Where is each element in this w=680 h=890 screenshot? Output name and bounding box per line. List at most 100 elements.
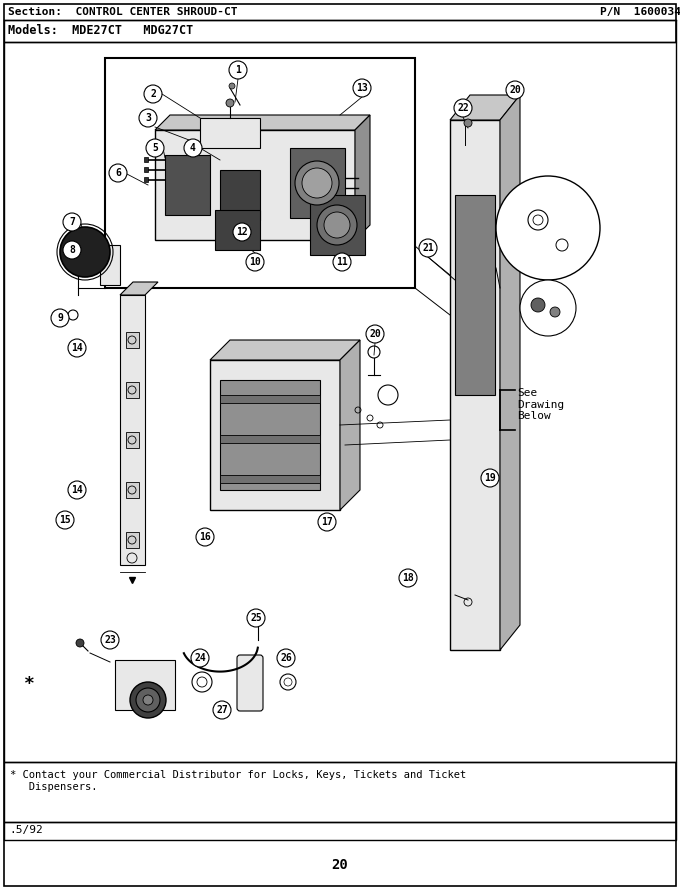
Circle shape (233, 223, 251, 241)
Bar (165, 155, 210, 215)
Bar (220, 395, 320, 403)
Circle shape (295, 161, 339, 205)
Text: 13: 13 (356, 83, 368, 93)
Text: 17: 17 (321, 517, 333, 527)
Text: 2: 2 (150, 89, 156, 99)
Circle shape (146, 139, 164, 157)
Circle shape (464, 119, 472, 127)
Text: 21: 21 (422, 243, 434, 253)
Circle shape (196, 528, 214, 546)
Polygon shape (450, 95, 520, 120)
Bar (115, 660, 175, 710)
Text: 14: 14 (71, 343, 83, 353)
Text: 5: 5 (152, 143, 158, 153)
Bar (4, 822, 676, 840)
Text: Models:  MDE27CT   MDG27CT: Models: MDE27CT MDG27CT (8, 25, 193, 37)
Circle shape (56, 511, 74, 529)
Circle shape (496, 176, 600, 280)
Bar (4, 42, 676, 762)
Bar (4, 20, 676, 42)
Circle shape (130, 682, 166, 718)
Circle shape (419, 239, 437, 257)
Text: 23: 23 (104, 635, 116, 645)
Circle shape (353, 79, 371, 97)
Bar (126, 382, 139, 398)
Text: 8: 8 (69, 245, 75, 255)
Circle shape (318, 513, 336, 531)
Text: 20: 20 (509, 85, 521, 95)
Bar (200, 118, 260, 148)
Circle shape (302, 168, 332, 198)
Text: .5/92: .5/92 (9, 825, 43, 835)
Circle shape (531, 298, 545, 312)
Text: 1: 1 (235, 65, 241, 75)
Polygon shape (155, 115, 370, 130)
Bar (215, 210, 260, 250)
Circle shape (144, 85, 162, 103)
Polygon shape (120, 282, 158, 295)
Text: 20: 20 (369, 329, 381, 339)
Text: P/N  16000343: P/N 16000343 (600, 7, 680, 17)
Polygon shape (210, 340, 360, 360)
Circle shape (51, 309, 69, 327)
Bar (220, 475, 320, 483)
Bar (126, 532, 139, 548)
Circle shape (139, 109, 157, 127)
Text: See
Drawing
Below: See Drawing Below (517, 388, 564, 421)
Circle shape (324, 212, 350, 238)
Text: 7: 7 (69, 217, 75, 227)
Circle shape (366, 325, 384, 343)
Circle shape (191, 649, 209, 667)
Text: 22: 22 (457, 103, 469, 113)
Text: 27: 27 (216, 705, 228, 715)
Polygon shape (120, 295, 145, 565)
Text: 11: 11 (336, 257, 348, 267)
Polygon shape (500, 95, 520, 650)
Circle shape (143, 695, 153, 705)
Text: 26: 26 (280, 653, 292, 663)
Circle shape (226, 99, 234, 107)
Circle shape (63, 213, 81, 231)
Circle shape (520, 280, 576, 336)
Text: 19: 19 (484, 473, 496, 483)
Circle shape (136, 688, 160, 712)
Text: 20: 20 (332, 858, 348, 872)
Circle shape (213, 701, 231, 719)
Bar (100, 245, 120, 285)
Bar (105, 58, 415, 288)
Bar (220, 170, 260, 220)
Circle shape (399, 569, 417, 587)
Bar (4, 762, 676, 822)
Bar (220, 380, 320, 490)
Text: 15: 15 (59, 515, 71, 525)
Bar (455, 195, 495, 395)
Circle shape (184, 139, 202, 157)
Text: 18: 18 (402, 573, 414, 583)
Bar (144, 157, 148, 162)
Text: 16: 16 (199, 532, 211, 542)
Bar (210, 360, 340, 510)
Text: Section:  CONTROL CENTER SHROUD-CT: Section: CONTROL CENTER SHROUD-CT (8, 7, 237, 17)
Bar (450, 120, 500, 650)
Bar (155, 130, 355, 240)
Polygon shape (355, 115, 370, 240)
Bar (126, 432, 139, 448)
Circle shape (68, 481, 86, 499)
Circle shape (550, 307, 560, 317)
Text: *: * (24, 675, 35, 693)
Bar (126, 482, 139, 498)
Text: * Contact your Commercial Distributor for Locks, Keys, Tickets and Ticket
   Dis: * Contact your Commercial Distributor fo… (10, 770, 466, 791)
Circle shape (506, 81, 524, 99)
Bar (144, 177, 148, 182)
Circle shape (454, 99, 472, 117)
Circle shape (76, 639, 84, 647)
Text: 3: 3 (145, 113, 151, 123)
Circle shape (246, 253, 264, 271)
Bar (220, 435, 320, 443)
Circle shape (277, 649, 295, 667)
Text: 6: 6 (115, 168, 121, 178)
Circle shape (317, 205, 357, 245)
Circle shape (247, 609, 265, 627)
Circle shape (481, 469, 499, 487)
Bar (144, 167, 148, 172)
